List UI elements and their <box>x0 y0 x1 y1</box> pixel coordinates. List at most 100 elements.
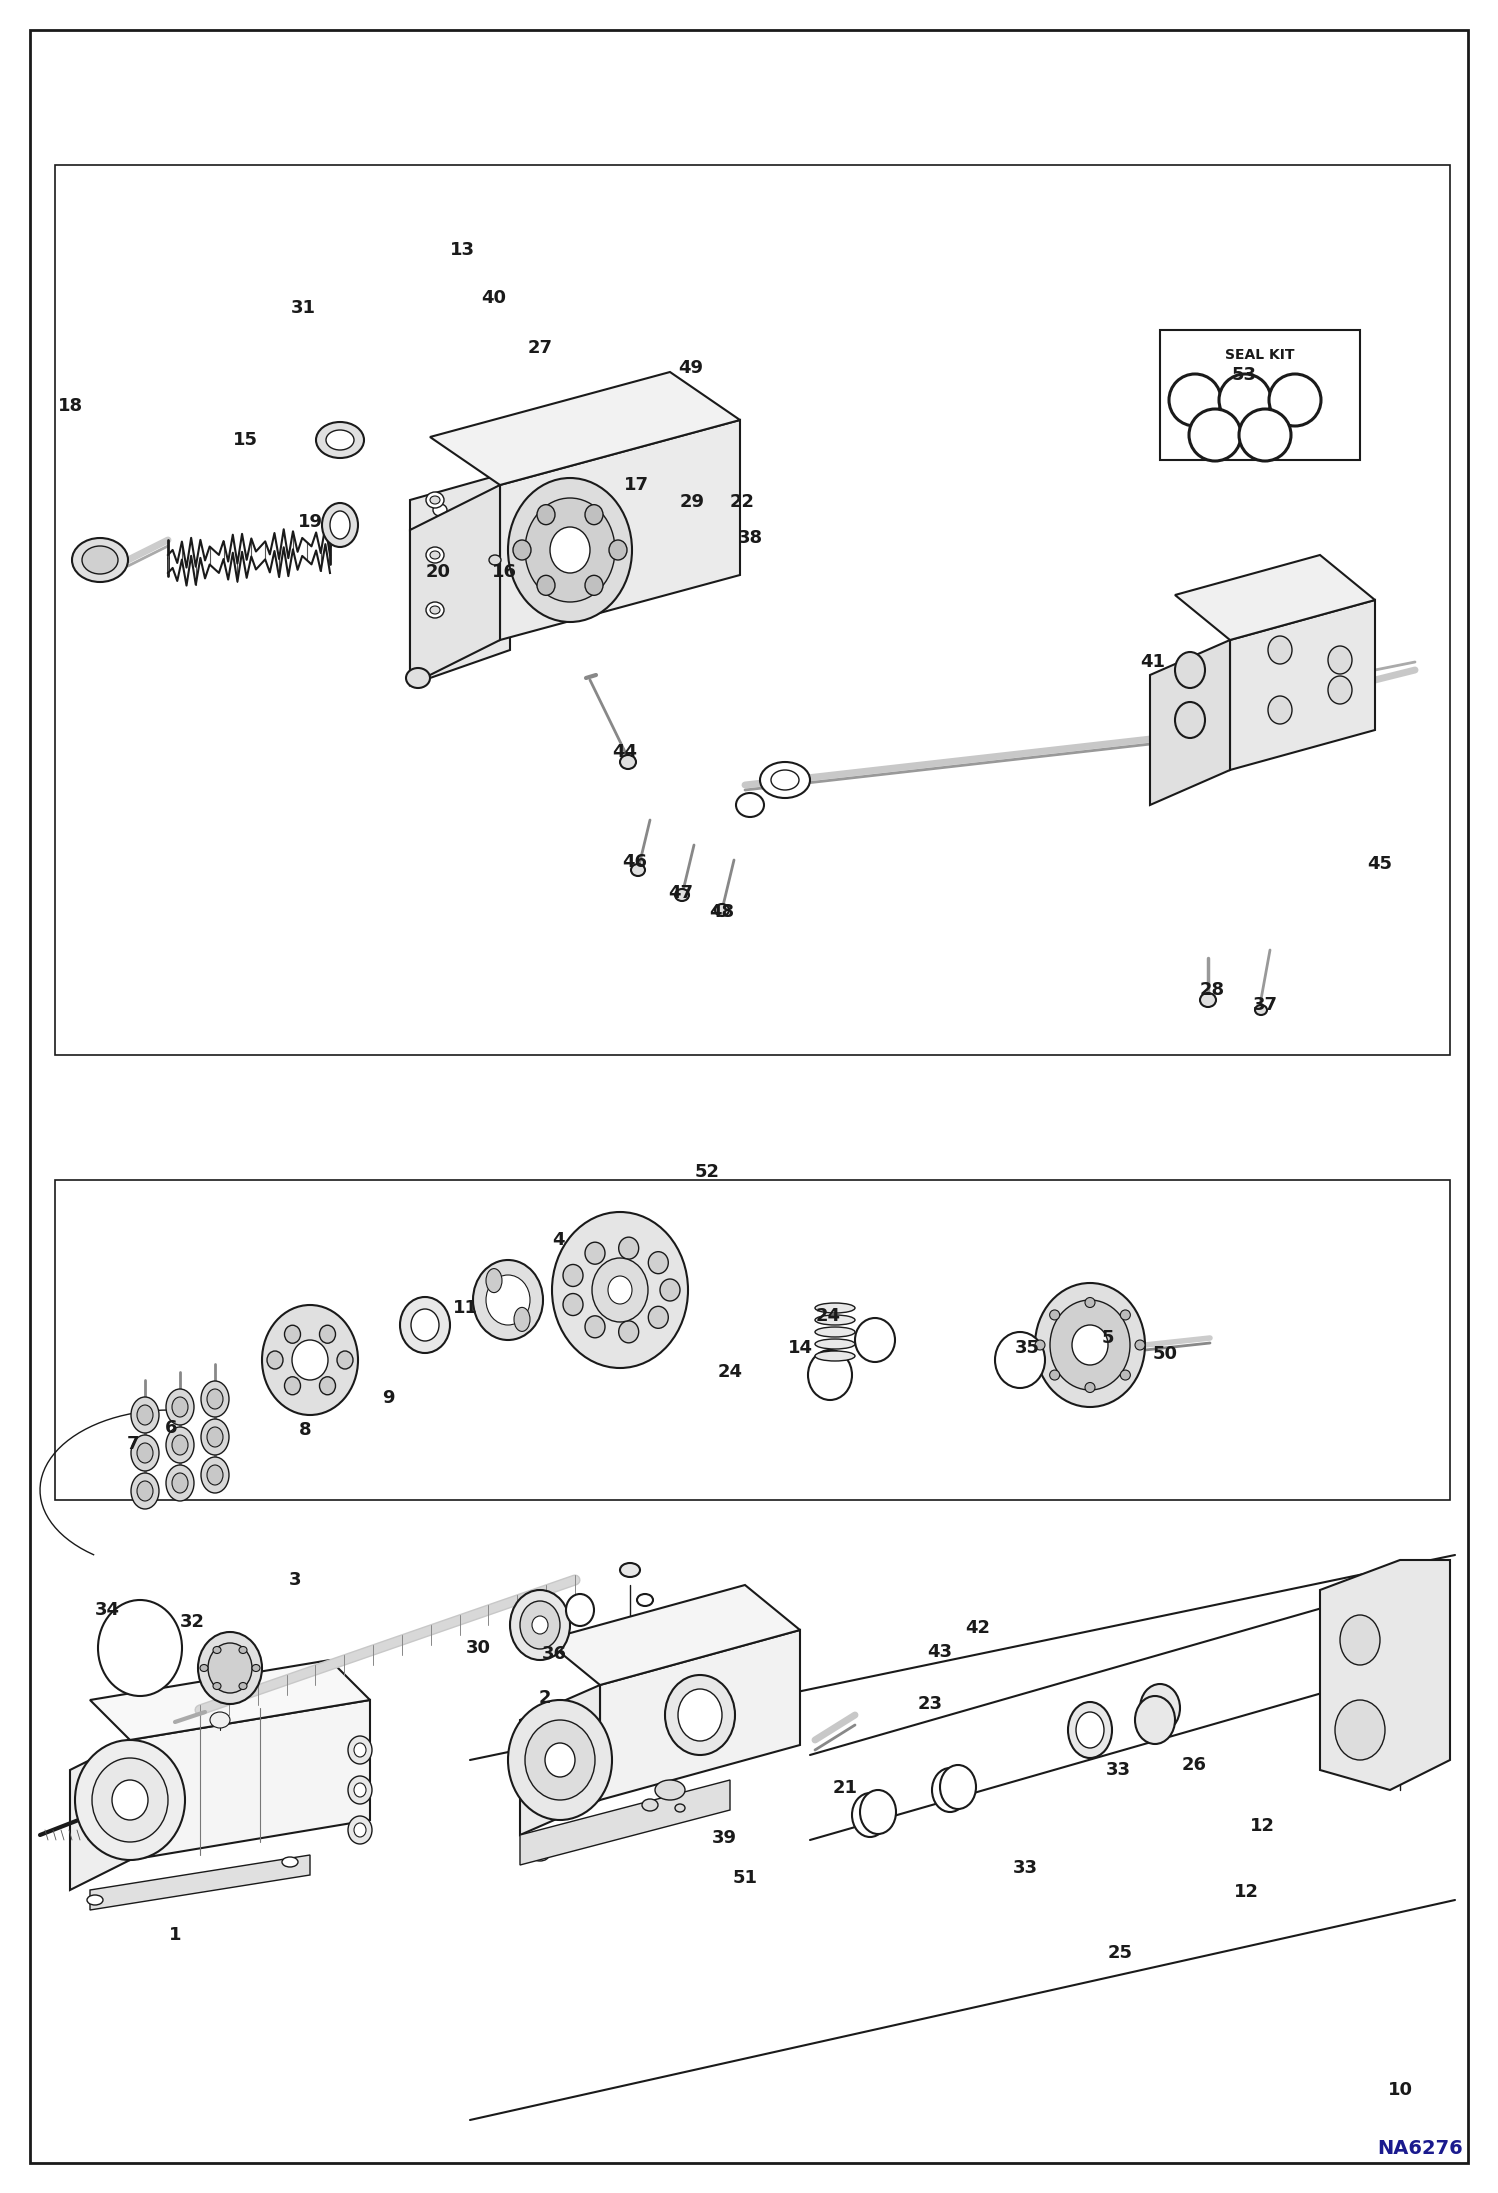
Ellipse shape <box>1174 651 1204 689</box>
Polygon shape <box>410 454 571 531</box>
Text: 22: 22 <box>730 493 755 511</box>
Text: 15: 15 <box>232 432 258 450</box>
Polygon shape <box>410 485 509 684</box>
Ellipse shape <box>1168 375 1221 425</box>
Ellipse shape <box>354 1743 366 1757</box>
Ellipse shape <box>1135 1695 1174 1743</box>
Bar <box>1159 329 1360 461</box>
Text: 24: 24 <box>718 1364 743 1382</box>
Ellipse shape <box>213 1682 222 1689</box>
Ellipse shape <box>512 539 530 559</box>
Ellipse shape <box>1269 375 1321 425</box>
Ellipse shape <box>430 550 440 559</box>
Ellipse shape <box>319 1325 336 1344</box>
Text: 28: 28 <box>1200 980 1224 1000</box>
Text: 44: 44 <box>613 743 638 761</box>
Text: 18: 18 <box>57 397 82 414</box>
Polygon shape <box>70 1739 130 1890</box>
Ellipse shape <box>771 770 798 789</box>
Text: 2: 2 <box>539 1689 551 1706</box>
Text: 1: 1 <box>169 1925 181 1943</box>
Ellipse shape <box>536 575 554 594</box>
Ellipse shape <box>433 504 446 515</box>
Ellipse shape <box>676 1805 685 1811</box>
Polygon shape <box>130 1700 370 1860</box>
Polygon shape <box>500 421 740 640</box>
Text: 29: 29 <box>680 493 704 511</box>
Ellipse shape <box>207 1428 223 1447</box>
Polygon shape <box>545 1586 800 1684</box>
Ellipse shape <box>410 1309 439 1340</box>
Text: 34: 34 <box>94 1601 120 1618</box>
Ellipse shape <box>252 1664 261 1671</box>
Ellipse shape <box>172 1474 189 1493</box>
Ellipse shape <box>1200 993 1216 1007</box>
Ellipse shape <box>815 1303 855 1314</box>
Ellipse shape <box>354 1783 366 1796</box>
Ellipse shape <box>545 1743 575 1776</box>
Text: 4: 4 <box>551 1230 565 1250</box>
Ellipse shape <box>130 1434 159 1472</box>
Ellipse shape <box>520 1601 560 1649</box>
Ellipse shape <box>586 504 604 524</box>
Ellipse shape <box>282 1857 298 1866</box>
Polygon shape <box>90 1660 370 1739</box>
Ellipse shape <box>327 430 354 450</box>
Ellipse shape <box>488 555 500 566</box>
Ellipse shape <box>1335 1700 1386 1761</box>
Text: 43: 43 <box>927 1643 953 1660</box>
Ellipse shape <box>807 1351 852 1399</box>
Ellipse shape <box>1085 1382 1095 1393</box>
Text: 38: 38 <box>737 529 762 546</box>
Ellipse shape <box>932 1768 968 1811</box>
Text: 48: 48 <box>710 904 734 921</box>
Ellipse shape <box>524 498 616 603</box>
Text: 13: 13 <box>449 241 475 259</box>
Ellipse shape <box>348 1816 372 1844</box>
Ellipse shape <box>1267 636 1291 664</box>
Text: 51: 51 <box>733 1868 758 1886</box>
Ellipse shape <box>620 1564 640 1577</box>
Text: 27: 27 <box>527 340 553 357</box>
Ellipse shape <box>430 496 440 504</box>
Ellipse shape <box>643 1798 658 1811</box>
Polygon shape <box>1230 601 1375 770</box>
Ellipse shape <box>1050 1309 1059 1320</box>
Ellipse shape <box>285 1325 301 1344</box>
Text: 6: 6 <box>165 1419 177 1436</box>
Ellipse shape <box>130 1397 159 1432</box>
Text: 35: 35 <box>1014 1340 1040 1357</box>
Ellipse shape <box>319 1377 336 1395</box>
Ellipse shape <box>1135 1340 1144 1351</box>
Ellipse shape <box>354 1822 366 1838</box>
Text: 19: 19 <box>298 513 322 531</box>
Ellipse shape <box>166 1465 195 1500</box>
Ellipse shape <box>631 864 646 875</box>
Polygon shape <box>520 1781 730 1864</box>
Ellipse shape <box>166 1428 195 1463</box>
Ellipse shape <box>136 1406 153 1425</box>
Ellipse shape <box>172 1397 189 1417</box>
Ellipse shape <box>1239 410 1291 461</box>
Ellipse shape <box>316 421 364 458</box>
Ellipse shape <box>524 1719 595 1800</box>
Ellipse shape <box>172 1434 189 1454</box>
Ellipse shape <box>136 1480 153 1500</box>
Ellipse shape <box>72 537 127 581</box>
Ellipse shape <box>1035 1283 1144 1408</box>
Text: 24: 24 <box>815 1307 840 1325</box>
Ellipse shape <box>285 1377 301 1395</box>
Text: 49: 49 <box>679 360 704 377</box>
Ellipse shape <box>425 491 443 509</box>
Ellipse shape <box>532 1616 548 1634</box>
Ellipse shape <box>210 1713 231 1728</box>
Ellipse shape <box>1121 1371 1131 1379</box>
Ellipse shape <box>1050 1300 1129 1390</box>
Ellipse shape <box>1329 675 1353 704</box>
Ellipse shape <box>855 1318 894 1362</box>
Ellipse shape <box>649 1252 668 1274</box>
Ellipse shape <box>1035 1340 1046 1351</box>
Ellipse shape <box>566 1594 595 1625</box>
Ellipse shape <box>91 1759 168 1842</box>
Ellipse shape <box>679 1689 722 1741</box>
